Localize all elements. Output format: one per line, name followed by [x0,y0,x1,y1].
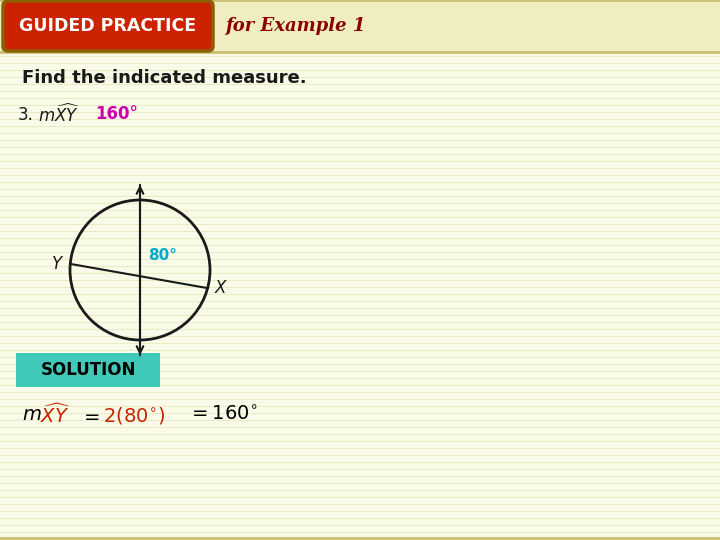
Text: SOLUTION: SOLUTION [40,361,135,379]
Text: GUIDED PRACTICE: GUIDED PRACTICE [19,17,197,35]
Text: 80°: 80° [148,247,177,262]
FancyBboxPatch shape [16,353,160,387]
Text: $= 160^{\circ}$: $= 160^{\circ}$ [188,406,258,424]
Text: Find the indicated measure.: Find the indicated measure. [22,69,307,87]
FancyBboxPatch shape [3,1,213,51]
Bar [0,0,720,52]
Text: 3.: 3. [18,106,34,124]
Text: Y: Y [53,255,63,273]
Text: X: X [215,279,226,297]
Text: 160°: 160° [95,105,138,123]
Text: for Example 1: for Example 1 [225,17,365,35]
Text: $m\widehat{XY}$: $m\widehat{XY}$ [38,104,80,126]
Text: $m$: $m$ [22,406,42,424]
Text: $\widehat{XY}$: $\widehat{XY}$ [40,403,71,427]
Text: $2(80^{\circ})$: $2(80^{\circ})$ [103,404,165,426]
Text: $=$: $=$ [80,406,100,424]
